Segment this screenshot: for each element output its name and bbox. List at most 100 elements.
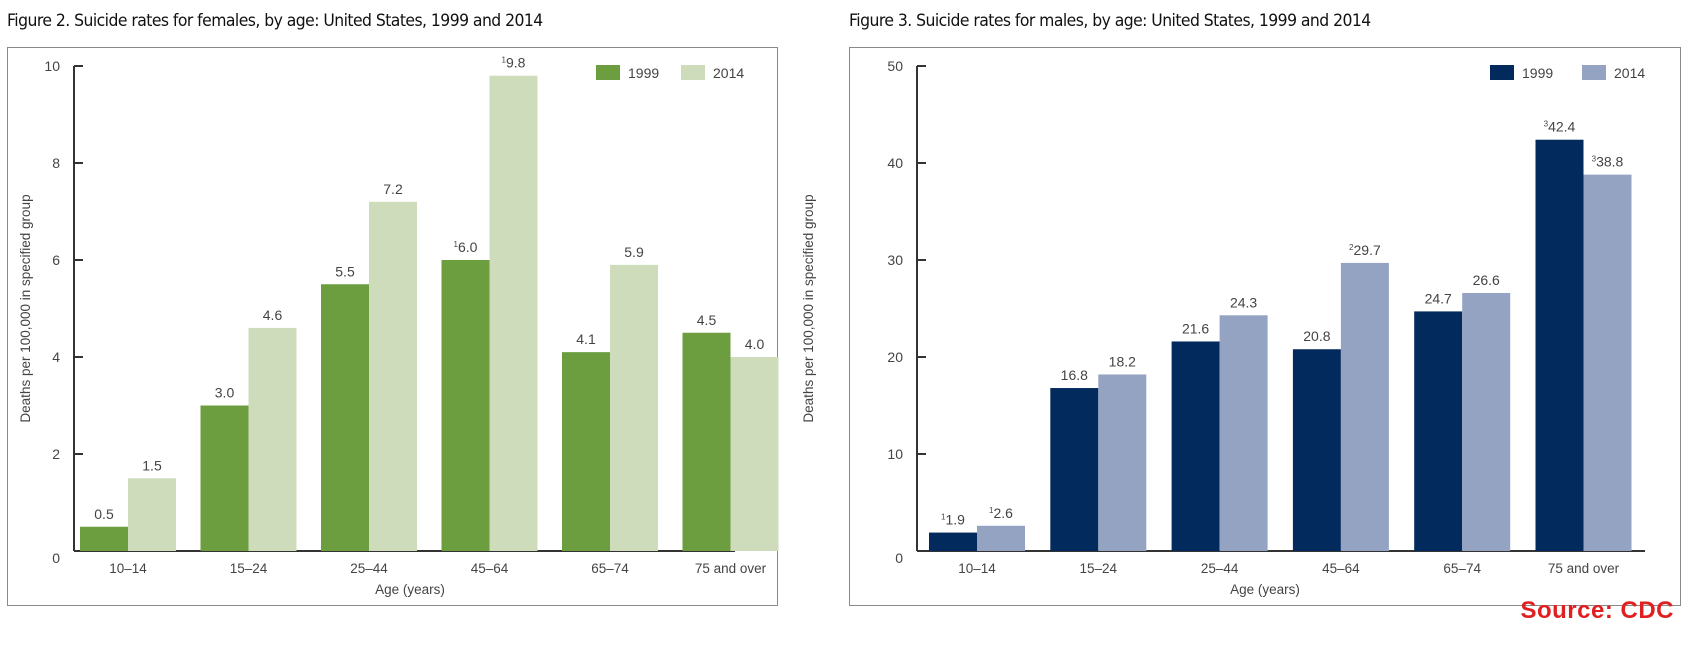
bar-1999-1 (200, 405, 249, 551)
x-category-label: 65–74 (1443, 561, 1481, 576)
bar-1999-2 (321, 284, 369, 551)
y-tick-label: 0 (52, 550, 60, 566)
value-label-2014-0: 12.6 (989, 505, 1013, 521)
value-label-1999-5: 4.5 (697, 312, 717, 328)
bar-2014-0 (128, 478, 176, 551)
value-label-2014-4: 26.6 (1473, 272, 1500, 288)
y-tick-label: 0 (895, 550, 903, 566)
x-category-label: 10–14 (109, 561, 147, 576)
footnote-marker: 3 (1592, 155, 1597, 164)
value-label-1999-2: 21.6 (1182, 320, 1209, 336)
footnote-marker: 2 (1349, 243, 1354, 252)
legend-swatch-1999 (596, 65, 620, 80)
value-text: 9.8 (506, 55, 526, 71)
bar-1999-5 (682, 332, 731, 551)
y-tick-label: 6 (52, 252, 60, 268)
x-category-label: 15–24 (230, 561, 268, 576)
bar-2014-0 (977, 525, 1025, 551)
bar-1999-2 (1171, 341, 1220, 551)
bar-2014-1 (1098, 374, 1147, 551)
x-category-label: 75 and over (1548, 561, 1620, 576)
x-category-label: 45–64 (471, 561, 509, 576)
value-text: 1.9 (945, 512, 965, 528)
y-tick-label: 10 (887, 446, 903, 462)
y-tick-label: 50 (887, 58, 903, 74)
x-category-label: 25–44 (1201, 561, 1239, 576)
value-label-1999-4: 4.1 (576, 331, 596, 347)
value-label-1999-4: 24.7 (1425, 290, 1452, 306)
bar-2014-5 (730, 357, 779, 551)
bar-2014-4 (1462, 292, 1511, 551)
legend-swatch-2014 (1582, 65, 1606, 80)
bar-1999-3 (441, 260, 490, 551)
x-category-label: 25–44 (350, 561, 388, 576)
value-label-1999-0: 0.5 (94, 506, 114, 522)
x-category-label: 75 and over (695, 561, 767, 576)
legend-swatch-1999 (1490, 65, 1514, 80)
y-axis-title: Deaths per 100,000 in specified group (18, 194, 33, 422)
bar-1999-0 (929, 532, 977, 551)
y-tick-label: 8 (52, 155, 60, 171)
value-label-2014-1: 18.2 (1109, 353, 1136, 369)
value-label-2014-3: 19.8 (502, 55, 526, 71)
value-text: 38.8 (1596, 154, 1623, 170)
footnote-marker: 1 (454, 240, 459, 249)
y-tick-label: 40 (887, 155, 903, 171)
bar-2014-2 (1219, 315, 1268, 551)
bar-2014-3 (489, 75, 538, 551)
y-tick-label: 30 (887, 252, 903, 268)
bar-1999-5 (1535, 139, 1584, 551)
value-label-2014-2: 24.3 (1230, 294, 1257, 310)
x-axis-title: Age (years) (375, 582, 445, 597)
value-label-1999-1: 16.8 (1061, 367, 1088, 383)
value-text: 6.0 (458, 239, 478, 255)
source-label: Source: CDC (1520, 597, 1674, 624)
value-label-2014-2: 7.2 (383, 181, 403, 197)
y-tick-label: 20 (887, 349, 903, 365)
value-label-2014-1: 4.6 (263, 307, 283, 323)
value-label-1999-3: 16.0 (454, 239, 478, 255)
footnote-marker: 3 (1544, 120, 1549, 129)
value-label-1999-5: 342.4 (1544, 119, 1576, 135)
x-axis-title: Age (years) (1230, 582, 1300, 597)
x-category-label: 10–14 (958, 561, 996, 576)
value-label-2014-3: 229.7 (1349, 242, 1381, 258)
value-label-1999-3: 20.8 (1303, 328, 1330, 344)
bar-2014-2 (369, 201, 417, 552)
value-label-1999-2: 5.5 (335, 263, 355, 279)
value-text: 29.7 (1354, 242, 1381, 258)
bar-1999-4 (562, 352, 610, 551)
x-category-label: 15–24 (1080, 561, 1118, 576)
footnote-marker: 1 (502, 56, 507, 65)
figure-2-title: Figure 2. Suicide rates for females, by … (7, 11, 543, 31)
value-label-1999-0: 11.9 (941, 512, 965, 528)
y-tick-label: 4 (52, 349, 60, 365)
legend-label-2014: 2014 (713, 65, 744, 81)
legend-swatch-2014 (681, 65, 705, 80)
bar-2014-3 (1340, 262, 1389, 551)
value-text: 2.6 (993, 505, 1013, 521)
value-label-2014-5: 338.8 (1592, 154, 1624, 170)
figure-3-title: Figure 3. Suicide rates for males, by ag… (849, 11, 1371, 31)
legend-label-1999: 1999 (1522, 65, 1553, 81)
footnote-marker: 1 (989, 506, 994, 515)
bar-1999-4 (1414, 311, 1463, 551)
bar-1999-3 (1292, 349, 1341, 551)
bar-2014-1 (248, 327, 297, 551)
footnote-marker: 1 (941, 513, 946, 522)
x-category-label: 45–64 (1322, 561, 1360, 576)
value-label-2014-0: 1.5 (142, 457, 162, 473)
legend-label-2014: 2014 (1614, 65, 1645, 81)
value-label-2014-4: 5.9 (624, 244, 644, 260)
value-text: 42.4 (1548, 119, 1575, 135)
x-category-label: 65–74 (591, 561, 629, 576)
y-tick-label: 2 (52, 446, 60, 462)
bar-2014-5 (1583, 174, 1632, 551)
value-label-2014-5: 4.0 (745, 336, 765, 352)
bar-1999-1 (1050, 388, 1099, 551)
bar-2014-4 (610, 264, 658, 551)
y-tick-label: 10 (44, 58, 60, 74)
bar-1999-0 (80, 526, 128, 551)
